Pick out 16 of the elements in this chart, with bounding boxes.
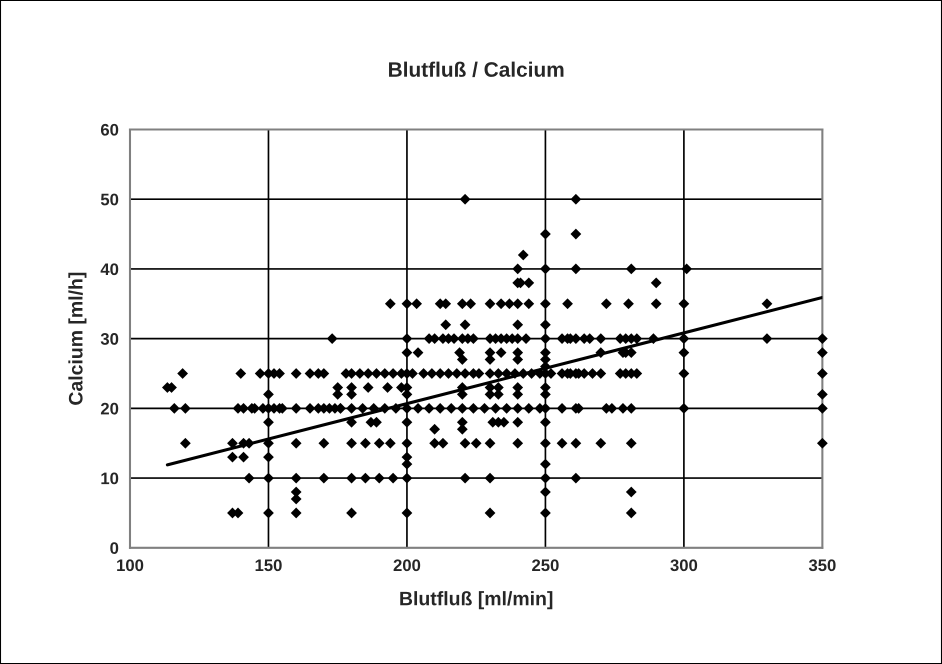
y-tick-label: 60 xyxy=(100,124,118,136)
y-axis-title: Calcium [ml/h] xyxy=(68,272,86,405)
y-tick-label: 0 xyxy=(110,542,118,554)
x-tick-label: 150 xyxy=(256,559,282,572)
y-tick-label: 30 xyxy=(100,333,118,345)
x-tick-label: 300 xyxy=(670,559,698,572)
chart-title: Blutfluß / Calcium xyxy=(389,62,564,78)
y-tick-label: 40 xyxy=(100,263,118,276)
x-axis-title: Blutfluß [ml/min] xyxy=(400,591,552,610)
x-tick-label: 100 xyxy=(117,559,144,572)
x-tick-label: 250 xyxy=(532,559,559,572)
y-tick-label: 10 xyxy=(101,472,118,484)
y-tick-label: 50 xyxy=(100,194,118,206)
y-tick-label: 20 xyxy=(100,402,118,415)
x-tick-label: 350 xyxy=(808,559,836,572)
x-tick-label: 200 xyxy=(394,559,420,572)
